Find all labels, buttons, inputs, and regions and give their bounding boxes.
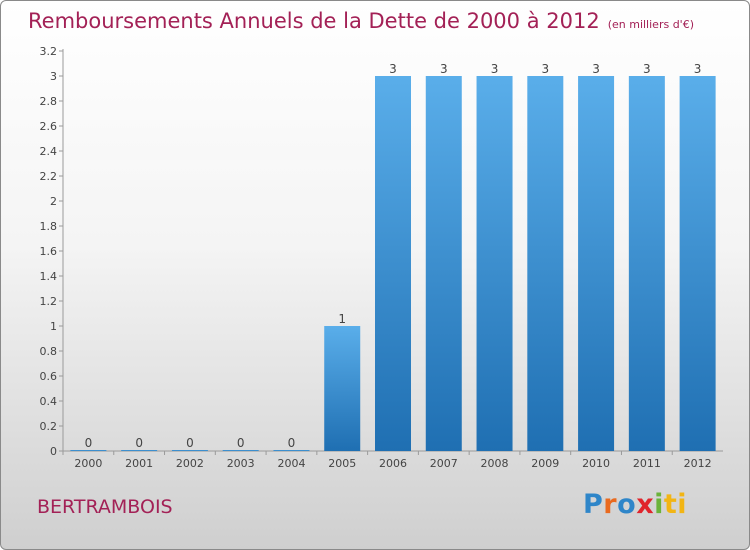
bar-value-label: 3 — [541, 62, 549, 76]
bar — [324, 326, 361, 451]
bar — [70, 450, 107, 451]
logo-letter: ti — [663, 489, 688, 520]
bar — [425, 76, 462, 451]
bar — [679, 76, 716, 451]
y-tick-label: 0.8 — [40, 345, 58, 358]
bar-value-label: 0 — [237, 436, 245, 450]
x-tick-label: 2001 — [125, 457, 153, 470]
y-tick-label: 1.2 — [40, 295, 58, 308]
bar-value-label: 0 — [135, 436, 143, 450]
bar — [527, 76, 564, 451]
bar-value-label: 3 — [440, 62, 448, 76]
logo-letter: r — [603, 489, 618, 520]
x-axis: 2000 2001 2002 2003 2004 2005 2006 2007 2008 2009… — [62, 450, 723, 470]
municipality-name: BERTRAMBOIS — [37, 496, 173, 518]
bar-value-label: 3 — [643, 62, 651, 76]
bar-value-label: 3 — [592, 62, 600, 76]
x-tick-label: 2006 — [379, 457, 407, 470]
y-tick-label: 3.2 — [40, 45, 58, 58]
y-tick-label: 2.2 — [40, 170, 58, 183]
bar-value-label: 0 — [85, 436, 93, 450]
y-tick-label: 3 — [50, 70, 57, 83]
y-tick-label: 2.8 — [40, 95, 58, 108]
x-tick-label: 2003 — [227, 457, 255, 470]
y-tick-label: 2.4 — [40, 145, 58, 158]
bar — [273, 450, 310, 451]
x-tick-label: 2012 — [684, 457, 712, 470]
x-tick-label: 2004 — [277, 457, 305, 470]
y-tick-label: 0.6 — [40, 370, 58, 383]
y-tick-label: 1.6 — [40, 245, 58, 258]
logo-letter: P — [583, 489, 604, 520]
y-tick-label: 1.4 — [40, 270, 58, 283]
bar — [628, 76, 665, 451]
y-tick-label: 2.6 — [40, 120, 58, 133]
y-axis: 0 0.2 0.4 0.6 0.8 1 1.2 1.4 1.6 1.8 2 2.2 2.4 2.6 2.8 3… — [40, 45, 64, 458]
x-tick-label: 2005 — [328, 457, 356, 470]
bar-value-label: 1 — [338, 312, 346, 326]
bar — [222, 450, 259, 451]
bar-value-label: 3 — [491, 62, 499, 76]
x-tick-label: 2011 — [633, 457, 661, 470]
y-tick-label: 1.8 — [40, 220, 58, 233]
logo-letter: i — [654, 489, 664, 520]
bar — [121, 450, 158, 451]
bar-value-label: 0 — [186, 436, 194, 450]
y-tick-label: 0 — [50, 445, 57, 458]
logo-letter: o — [617, 489, 637, 520]
x-tick-label: 2000 — [74, 457, 102, 470]
bar — [476, 76, 513, 451]
bar-value-label: 0 — [288, 436, 296, 450]
chart-title: Remboursements Annuels de la Dette de 20… — [28, 9, 694, 33]
x-tick-label: 2008 — [481, 457, 509, 470]
bar — [375, 76, 411, 451]
y-tick-label: 0.4 — [40, 395, 58, 408]
x-tick-label: 2009 — [531, 457, 559, 470]
x-tick-label: 2007 — [430, 457, 458, 470]
bar-value-label: 3 — [694, 62, 702, 76]
bar-value-label: 3 — [389, 62, 397, 76]
y-tick-label: 2 — [50, 195, 57, 208]
y-tick-label: 0.2 — [40, 420, 58, 433]
logo-letter: x — [636, 489, 655, 520]
y-tick-label: 1 — [50, 320, 57, 333]
x-tick-label: 2010 — [582, 457, 610, 470]
bar — [578, 76, 615, 451]
proxiti-logo: Proxiti — [583, 489, 687, 520]
title-text: Remboursements Annuels de la Dette de 20… — [28, 9, 600, 33]
title-unit: (en milliers d'€) — [607, 18, 694, 31]
bar — [171, 450, 208, 451]
x-tick-label: 2002 — [176, 457, 204, 470]
bars: 0 0 0 0 0 1 3 3 3 3 3 3 3 — [70, 62, 716, 451]
